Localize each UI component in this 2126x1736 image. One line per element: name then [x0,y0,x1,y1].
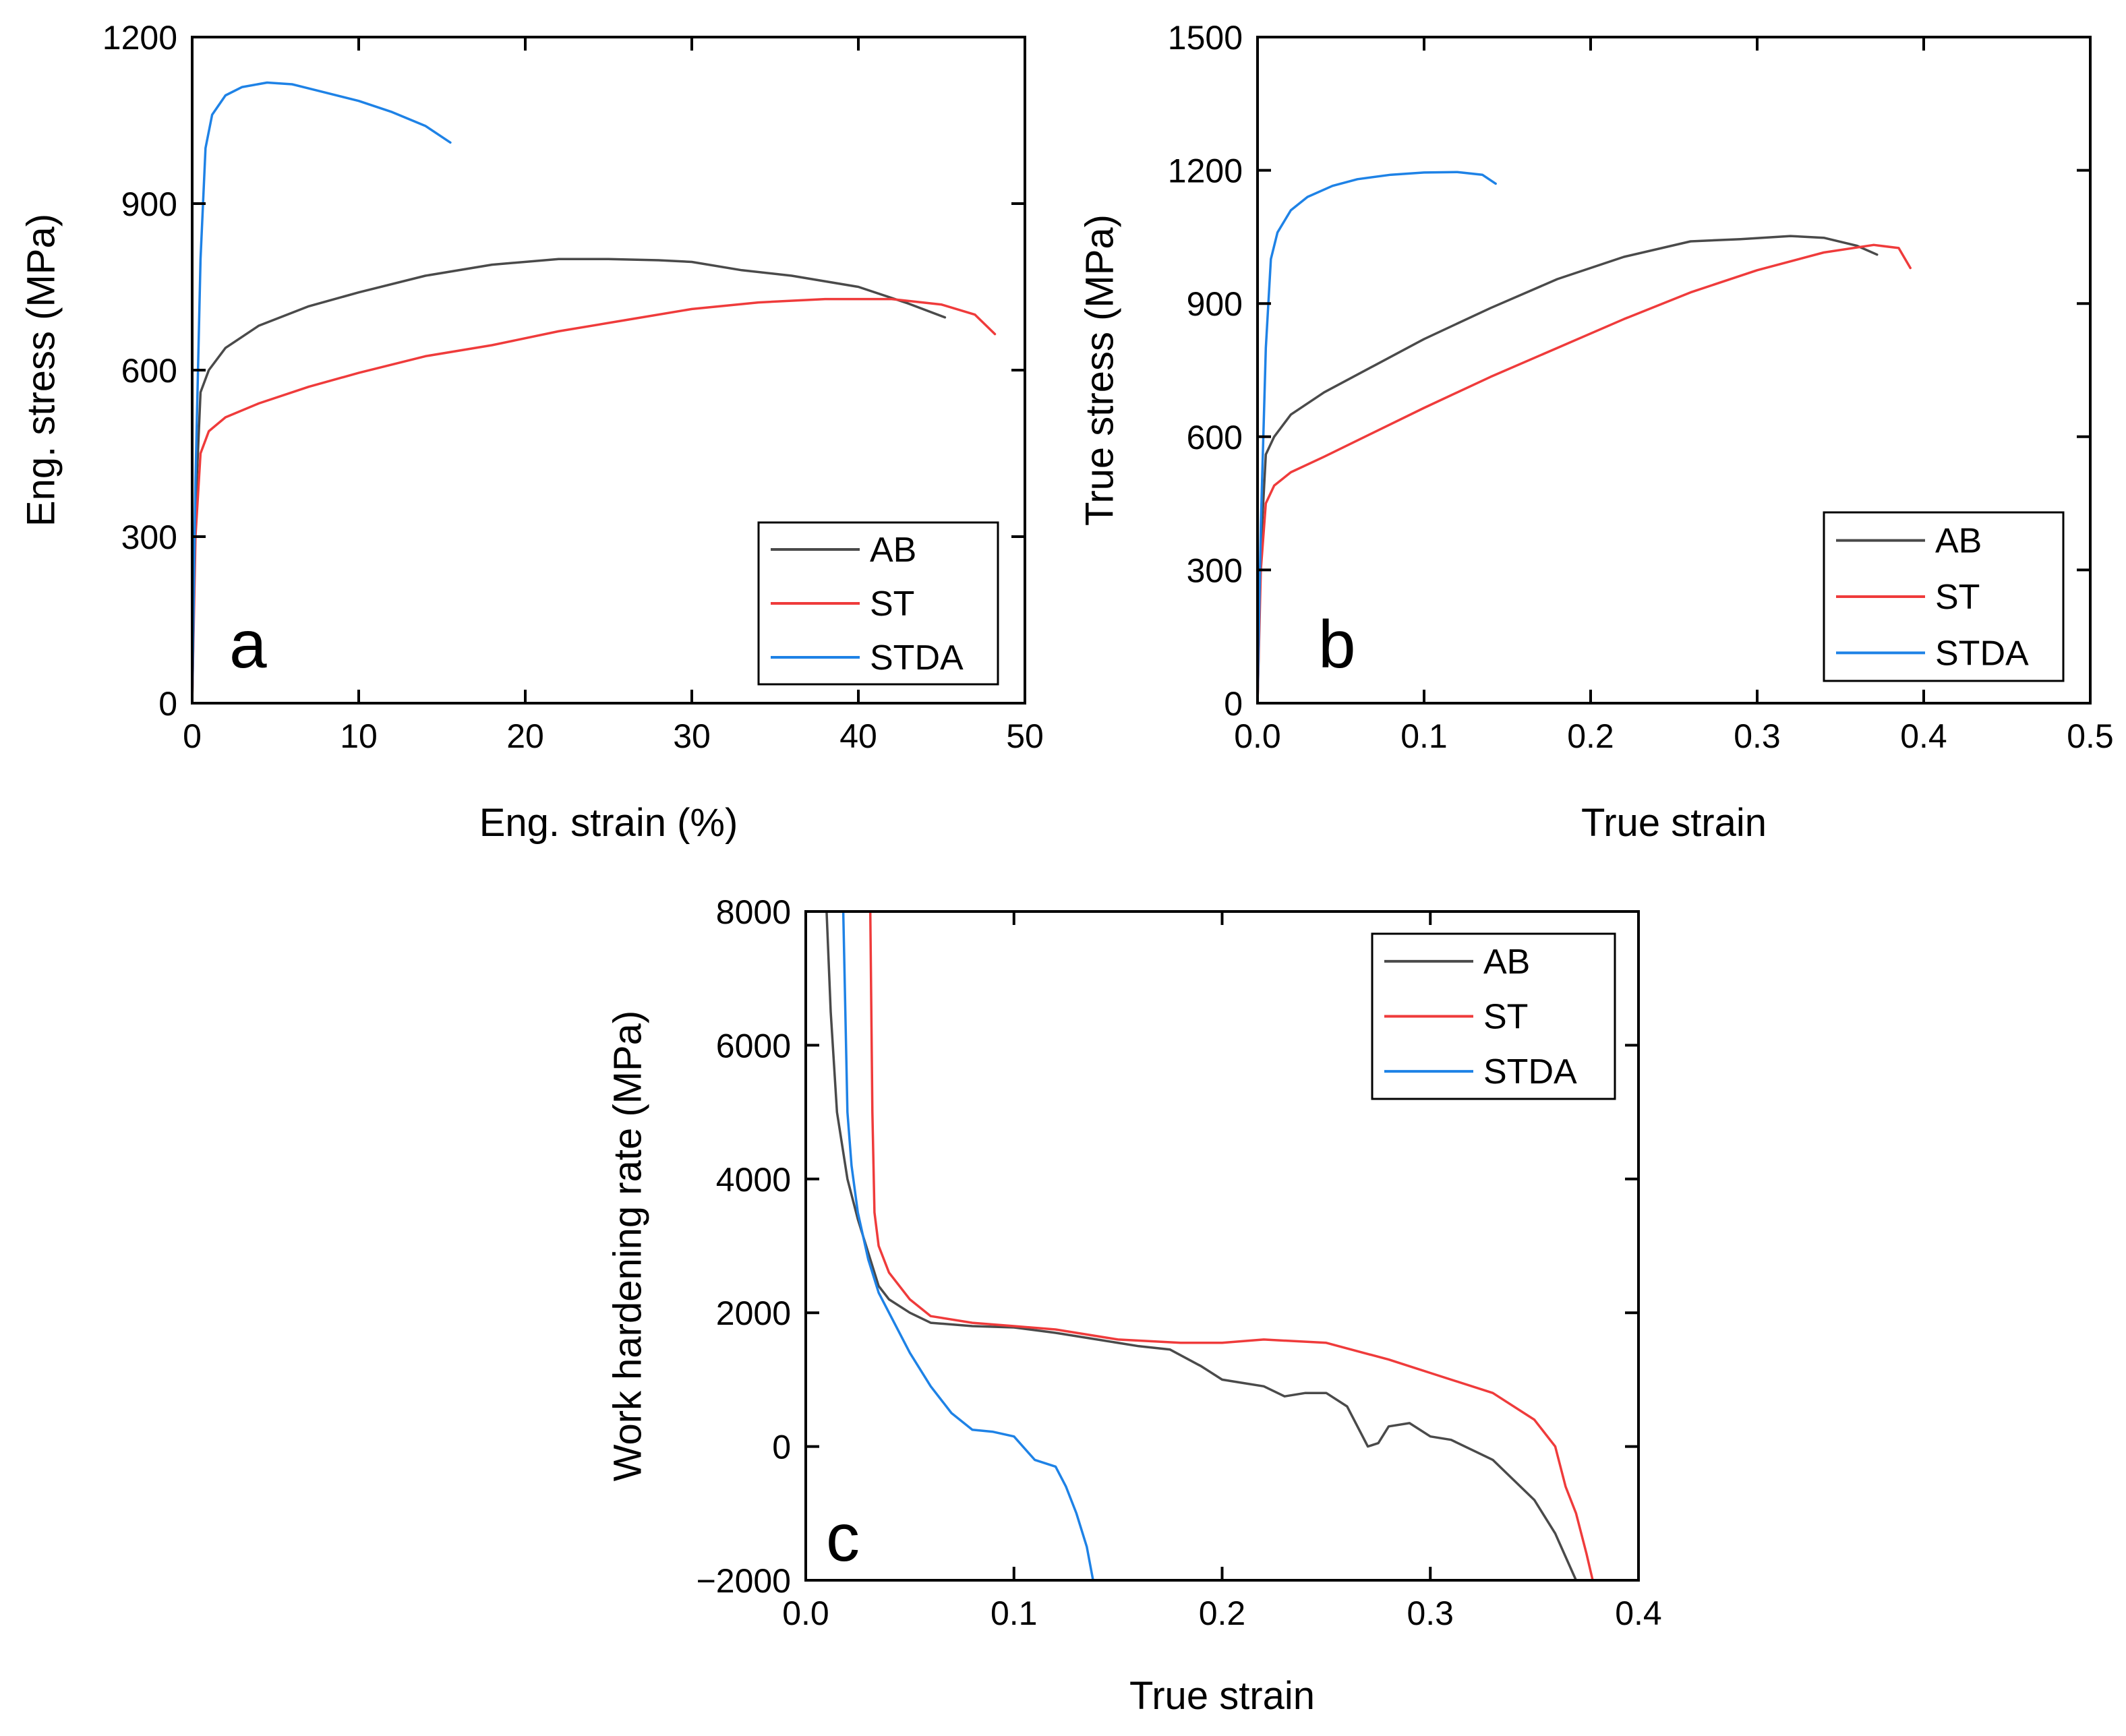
x-axis-title: True strain [1581,801,1767,845]
legend-label-st: ST [1483,998,1528,1037]
x-tick-label: 10 [340,717,378,755]
legend: AB ST STDA [1823,511,2065,682]
y-tick-label: 2000 [716,1294,791,1332]
panel-letter: a [229,607,267,682]
plot-frame [1256,36,2092,705]
y-tick-label: 6000 [716,1027,791,1065]
y-tick-label: 1200 [102,19,177,57]
x-tick-label: 0.0 [1234,717,1281,755]
chart-panel-c: 0.0 0.1 0.2 0.3 0.4 −2000 0 2000 4000 6000 8000 Tru… [606,893,1661,1718]
legend-label-ab: AB [1935,522,1982,561]
y-tick-label: 600 [1187,419,1243,456]
series-st-line [868,910,1594,1582]
legend-label-stda: STDA [1935,634,2029,673]
legend: AB ST STDA [1371,932,1616,1100]
legend-label-ab: AB [870,531,916,570]
legend-label-ab: AB [1483,942,1530,982]
y-tick-label: 300 [121,518,177,556]
x-tick-label: 0.4 [1615,1594,1662,1632]
y-axis-title: Eng. stress (MPa) [19,214,63,527]
y-tick-label: 900 [1187,285,1243,323]
legend-label-stda: STDA [1483,1052,1577,1091]
legend-label-st: ST [870,585,914,624]
chart-panel-b: 0.0 0.1 0.2 0.3 0.4 0.5 0 300 600 900 1200 1500 True… [1077,19,2113,845]
legend: AB ST STDA [757,521,999,686]
x-tick-label: 0.1 [991,1594,1038,1632]
y-tick-label: 300 [1187,551,1243,589]
x-tick-label: 0.5 [2067,717,2114,755]
y-tick-label: −2000 [697,1562,791,1600]
y-tick-label: 4000 [716,1161,791,1199]
y-tick-label: 900 [121,185,177,223]
x-tick-label: 0.3 [1734,717,1781,755]
x-tick-label: 0.3 [1407,1594,1454,1632]
x-tick-label: 0.2 [1199,1594,1246,1632]
y-tick-label: 0 [772,1429,791,1466]
series-stda-line [841,910,1094,1582]
x-tick-label: 50 [1006,717,1044,755]
legend-label-stda: STDA [870,638,964,678]
x-tick-label: 0.0 [782,1594,829,1632]
x-tick-label: 0.1 [1400,717,1448,755]
x-tick-label: 0 [183,717,202,755]
y-axis-title: Work hardening rate (MPa) [606,1011,649,1481]
panel-letter: c [826,1500,860,1576]
legend-label-st: ST [1935,578,1980,617]
x-tick-label: 20 [506,717,544,755]
y-tick-label: 0 [158,685,177,723]
x-tick-label: 0.4 [1900,717,1947,755]
series-stda-line [191,81,452,705]
y-tick-label: 8000 [716,893,791,931]
y-tick-label: 0 [1224,685,1243,723]
y-tick-label: 600 [121,352,177,390]
series-ab-line [1256,235,1879,705]
series-st-line [1256,243,1912,705]
x-axis-title: Eng. strain (%) [479,801,738,845]
x-tick-label: 40 [839,717,877,755]
x-tick-label: 0.2 [1567,717,1614,755]
y-axis-title: True stress (MPa) [1077,214,1121,526]
x-axis-title: True strain [1129,1674,1315,1718]
panel-letter: b [1318,607,1356,682]
series-st-line [191,297,997,705]
series-ab-line [825,910,1578,1582]
x-tick-label: 30 [673,717,711,755]
y-tick-label: 1200 [1168,152,1243,190]
chart-panel-a: 0 10 20 30 40 50 0 300 600 900 1200 Eng. strain (%)… [19,19,1043,845]
series-stda-line [1256,171,1497,705]
y-tick-label: 1500 [1168,19,1243,57]
series-ab-line [191,258,947,705]
